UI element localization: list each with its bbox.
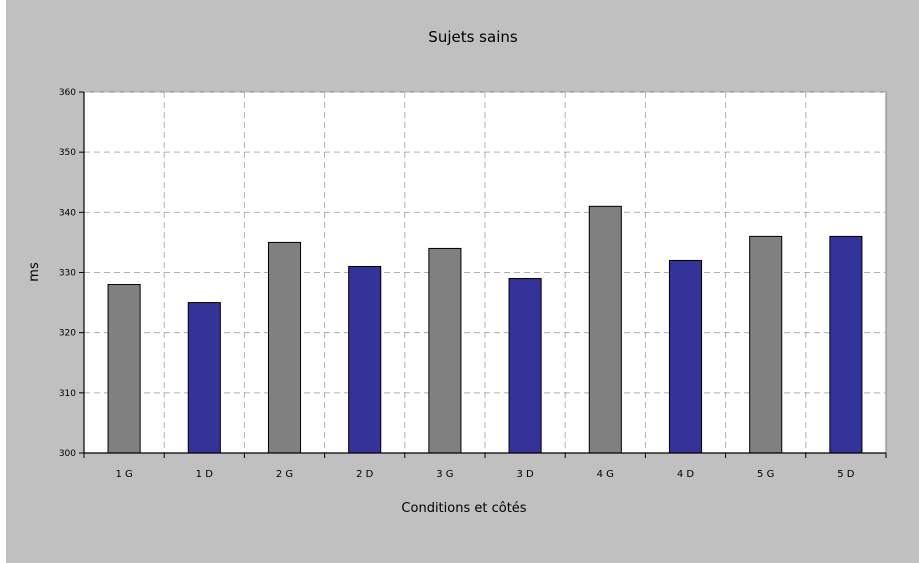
x-tick-labels: 1 G 1 D 2 G 2 D 3 G 3 D 4 G 4 D 5 G 5 D: [115, 469, 854, 480]
y-axis-title: ms: [27, 262, 42, 282]
y-tick-label: 320: [59, 329, 76, 339]
y-tick-label: 360: [59, 88, 76, 98]
x-tick-label: 4 G: [597, 469, 614, 480]
bar: [428, 247, 462, 454]
x-tick-label: 1 D: [196, 469, 214, 480]
x-tick-label: 5 G: [757, 469, 774, 480]
x-tick-label: 4 D: [677, 469, 695, 480]
bar: [187, 302, 221, 454]
x-tick-label: 2 D: [356, 469, 374, 480]
y-tick-label: 330: [59, 269, 76, 279]
chart-title: Sujets sains: [428, 28, 518, 46]
x-tick-label: 1 G: [115, 469, 132, 480]
bar: [107, 284, 141, 454]
y-tick-label: 310: [59, 389, 76, 399]
axes: [79, 91, 887, 458]
bar: [348, 265, 382, 454]
x-tick-label: 3 G: [436, 469, 453, 480]
y-tick-labels: 300 310 320 330 340 350 360: [59, 88, 76, 459]
bar: [829, 235, 863, 454]
bar: [508, 278, 542, 454]
bar: [588, 205, 622, 454]
bars: [107, 205, 863, 454]
x-tick-label: 5 D: [837, 469, 855, 480]
y-tick-label: 300: [59, 449, 76, 459]
y-tick-label: 350: [59, 148, 76, 158]
bar: [668, 259, 703, 454]
x-tick-label: 3 D: [516, 469, 534, 480]
x-tick-label: 2 G: [276, 469, 293, 480]
y-tick-label: 340: [59, 208, 76, 218]
bar: [267, 241, 302, 454]
x-axis-title: Conditions et côtés: [401, 501, 526, 516]
bar: [749, 235, 783, 454]
